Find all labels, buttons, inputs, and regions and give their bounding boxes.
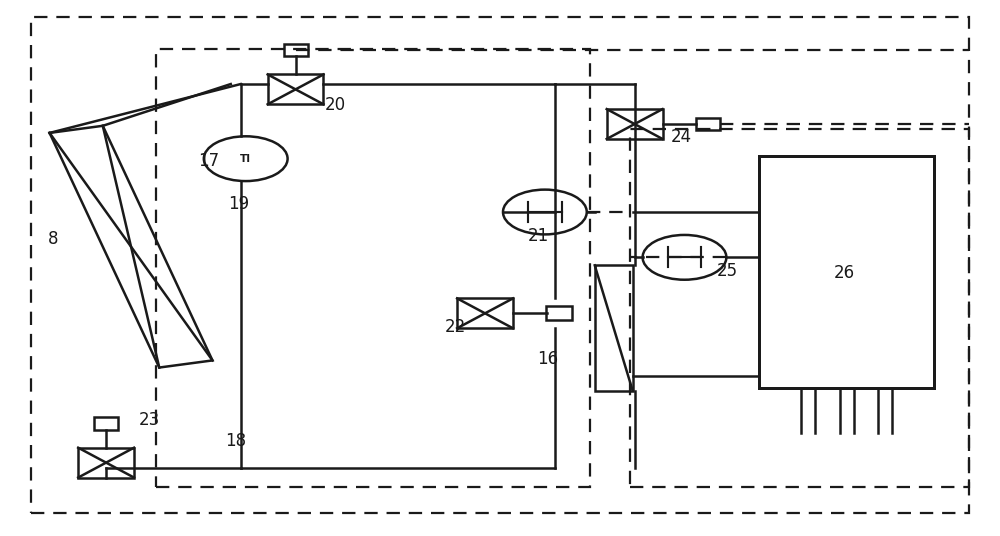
Text: 18: 18 bbox=[225, 433, 246, 450]
Bar bbox=[595, 265, 633, 391]
Text: 20: 20 bbox=[325, 96, 346, 114]
Text: 22: 22 bbox=[444, 318, 466, 336]
Text: 21: 21 bbox=[527, 227, 549, 245]
Text: 25: 25 bbox=[717, 262, 738, 280]
Bar bbox=[759, 156, 934, 388]
Text: 26: 26 bbox=[833, 264, 855, 282]
Text: 8: 8 bbox=[48, 229, 58, 248]
Text: 17: 17 bbox=[198, 152, 219, 170]
Text: 19: 19 bbox=[228, 195, 249, 213]
Text: 24: 24 bbox=[671, 128, 692, 146]
Text: 16: 16 bbox=[537, 349, 558, 368]
Text: 23: 23 bbox=[138, 411, 160, 429]
Text: TI: TI bbox=[240, 154, 251, 163]
